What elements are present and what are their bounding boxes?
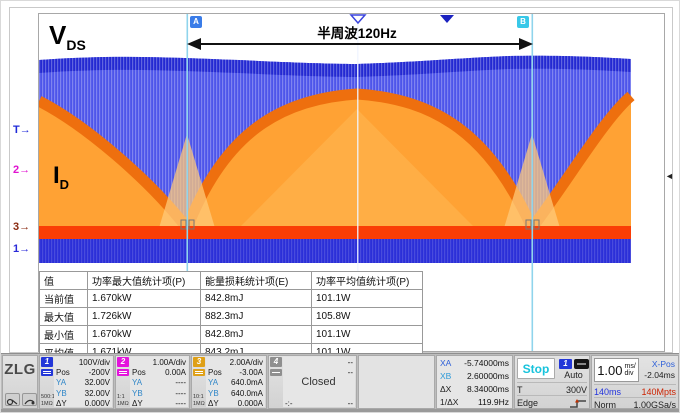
cursor-dx-value: 8.34000ms xyxy=(466,383,509,394)
id-baseline-band xyxy=(39,226,631,239)
span-annotation: 半周波120Hz xyxy=(317,26,397,41)
ch3-ya: 640.0mA xyxy=(230,378,263,388)
cursor-readout-panel[interactable]: XA -5.74000ms XB 2.60000ms ΔX 8.34000ms 1/Δ… xyxy=(436,355,513,409)
cursor-freq-value: 119.9Hz xyxy=(477,396,509,407)
scope-display-area: T→ 2→ 3→ 1→ ◄ xyxy=(1,1,679,362)
ch3-scale: 2.00A/div xyxy=(229,357,263,367)
channel-4-badge[interactable]: 4 xyxy=(270,357,282,367)
empty-panel xyxy=(358,355,435,409)
trigger-mode[interactable]: Auto xyxy=(564,370,583,380)
channel-2-coupling-icon xyxy=(117,369,129,376)
cursor-b-handle[interactable] xyxy=(525,219,532,230)
ch1-dy: 0.000V xyxy=(84,399,110,409)
ch2-pos: 0.00A xyxy=(165,368,186,378)
col-header: 功率最大值统计项(P) xyxy=(87,271,201,290)
probe-check-icon[interactable] xyxy=(5,393,20,406)
vds-label: VDS xyxy=(49,20,86,54)
ch1-pos: -200V xyxy=(88,368,110,378)
cursor-xb-value: 2.60000ms xyxy=(466,370,509,381)
table-row: 当前值 1.670kW 842.8mJ 101.1W xyxy=(39,289,423,308)
record-span: 140ms xyxy=(594,387,622,397)
memory-depth: 140Mpts xyxy=(641,387,676,397)
channel-2-badge[interactable]: 2 xyxy=(117,357,129,367)
right-scroll-arrow-icon[interactable]: ◄ xyxy=(665,171,674,181)
ch3-pos: -3.00A xyxy=(239,368,263,378)
ch2-yb: ---- xyxy=(175,388,186,398)
channel-1-panel[interactable]: 1 500:1 1MΩ 100V/div Pos -200V YA 32.00V YB… xyxy=(39,355,114,409)
id-label: ID xyxy=(53,162,70,192)
channel-3-position-marker[interactable]: 3→ xyxy=(13,221,31,233)
channel-2-panel[interactable]: 2 1:1 1MΩ 1.00A/div Pos 0.00A YA ---- YB ---… xyxy=(115,355,190,409)
table-row: 最小值 1.670kW 842.8mJ 101.1W xyxy=(39,325,423,344)
rising-edge-icon xyxy=(570,399,586,408)
delay-position-marker-icon[interactable] xyxy=(440,15,454,23)
ch2-dy: ---- xyxy=(175,399,186,409)
cursor-b-line[interactable] xyxy=(531,14,534,351)
channel-2-probe-info: 1:1 1MΩ xyxy=(117,394,129,407)
center-reference-line xyxy=(357,14,359,351)
cursor-a-handle[interactable] xyxy=(180,219,187,230)
ch1-ya: 32.00V xyxy=(84,378,110,388)
cursor-a-badge[interactable]: A xyxy=(190,16,202,28)
channel-1-position-marker[interactable]: 1→ xyxy=(13,243,31,255)
bottom-status-bar: ZLG 1 500:1 1MΩ 100V/div Pos -200V YA 32.00… xyxy=(1,353,679,410)
table-header-row: 值 功率最大值统计项(P) 能量损耗统计项(E) 功率平均值统计项(P) xyxy=(39,271,423,290)
run-stop-button[interactable]: Stop xyxy=(517,358,555,379)
ch1-scale: 100V/div xyxy=(78,357,110,367)
col-header: 能量损耗统计项(E) xyxy=(200,271,312,290)
sample-rate: 1.00GSa/s xyxy=(633,400,676,410)
trigger-panel[interactable]: Stop 1 Auto T 300V Edge xyxy=(514,355,590,409)
trigger-source-badge[interactable]: 1 xyxy=(559,359,572,369)
span-arrow-right-head xyxy=(519,38,533,50)
brand-panel: ZLG xyxy=(2,355,38,409)
ch3-dy: 0.000A xyxy=(237,399,263,409)
channel-3-coupling-icon xyxy=(193,369,205,376)
xpos-label: X-Pos xyxy=(651,359,675,369)
channel-1-badge[interactable]: 1 xyxy=(41,357,53,367)
timebase-panel[interactable]: 1.00 ms/div X-Pos -2.04ms 140ms 140Mpts N… xyxy=(591,355,679,410)
cursor-xa-value: -5.74000ms xyxy=(464,357,509,368)
timebase-scale-box[interactable]: 1.00 ms/div xyxy=(594,358,639,382)
waveform-plot: VDS ID A B 半周波120Hz 值 功率最大值统计项(P) 能量损耗统计… xyxy=(38,13,665,362)
cursor-a-handle2[interactable] xyxy=(188,219,195,230)
channel-4-coupling-icon xyxy=(270,369,282,376)
trigger-level-marker[interactable]: T→ xyxy=(13,124,31,136)
probe-comp-icon[interactable] xyxy=(22,393,37,406)
channel-2-position-marker[interactable]: 2→ xyxy=(13,164,31,176)
cursor-a-line[interactable] xyxy=(186,14,189,351)
col-header: 值 xyxy=(39,271,88,290)
trigger-device-icon xyxy=(574,359,589,369)
ch2-ya: ---- xyxy=(175,378,186,388)
ch1-yb: 32.00V xyxy=(84,388,110,398)
channel-4-panel[interactable]: 4 -- -- -:- -- Closed xyxy=(268,355,357,409)
channel-3-probe-info: 10:1 1MΩ xyxy=(193,394,205,407)
trigger-type[interactable]: Edge xyxy=(517,398,539,408)
col-header: 功率平均值统计项(P) xyxy=(311,271,423,290)
xpos-value: -2.04ms xyxy=(644,370,675,381)
bottom-texture xyxy=(39,239,631,263)
table-row: 最大值 1.726kW 882.3mJ 105.8W xyxy=(39,307,423,326)
window-bottom-edge xyxy=(1,409,679,412)
trigger-level-value: 300V xyxy=(565,385,587,395)
zlg-logo: ZLG xyxy=(4,361,36,378)
acquisition-mode: Norm xyxy=(594,400,616,410)
channel-3-badge[interactable]: 3 xyxy=(193,357,205,367)
cursor-b-handle2[interactable] xyxy=(533,219,540,230)
ch2-scale: 1.00A/div xyxy=(152,357,186,367)
id-trace-shell xyxy=(39,88,635,234)
channel-1-coupling-icon xyxy=(41,369,53,376)
channel-4-status: Closed xyxy=(301,376,336,388)
trigger-position-marker-icon[interactable] xyxy=(349,14,367,25)
cursor-b-badge[interactable]: B xyxy=(517,16,529,28)
channel-3-panel[interactable]: 3 10:1 1MΩ 2.00A/div Pos -3.00A YA 640.0mA … xyxy=(191,355,267,409)
ch3-yb: 640.0mA xyxy=(230,388,263,398)
span-arrow-left-head xyxy=(187,38,201,50)
measurement-table: 值 功率最大值统计项(P) 能量损耗统计项(E) 功率平均值统计项(P) 当前值… xyxy=(39,271,423,362)
waveform-canvas xyxy=(39,14,635,351)
channel-1-probe-info: 500:1 1MΩ xyxy=(41,394,55,407)
